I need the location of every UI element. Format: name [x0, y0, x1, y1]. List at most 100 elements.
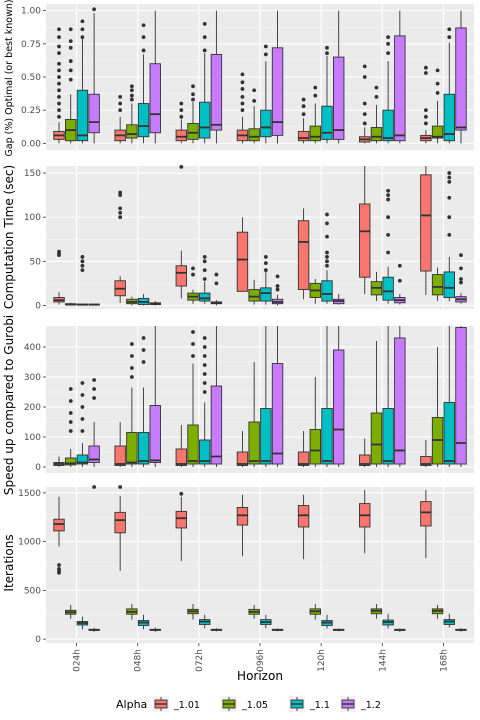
outlier-point	[313, 85, 318, 90]
y-tick-label: 0.00	[21, 139, 41, 149]
outlier-point	[240, 87, 245, 91]
box-body	[382, 109, 394, 142]
panel-3: 0 100 200 300 400	[24, 326, 474, 473]
y-tick-label: 0.75	[21, 40, 41, 50]
box-168h-_1.01	[420, 440, 432, 467]
outlier-point	[202, 381, 207, 385]
box-body	[175, 265, 188, 287]
box-body	[297, 451, 310, 466]
x-tick-label: 168h	[439, 649, 449, 672]
box-096h-_1.1	[260, 255, 272, 305]
outlier-point	[68, 420, 73, 424]
outlier-point	[191, 342, 195, 346]
box-072h-_1.1	[199, 22, 211, 144]
panel-2: 0 50 100 150	[24, 164, 474, 311]
box-body	[199, 101, 211, 139]
box-048h-_1.05	[126, 342, 138, 467]
outlier-point	[275, 274, 280, 279]
box-144h-_1.05	[370, 271, 383, 302]
box-168h-_1.2	[455, 253, 467, 304]
outlier-point	[118, 108, 123, 113]
box-144h-_1.2	[394, 10, 406, 144]
x-axis-title: Horizon	[237, 669, 283, 683]
box-120h-_1.1	[321, 45, 333, 144]
outlier-point	[386, 41, 391, 46]
outlier-point	[447, 215, 452, 220]
box-body	[309, 125, 321, 142]
outlier-point	[57, 101, 61, 106]
box-168h-_1.1	[443, 27, 455, 144]
box-body	[420, 501, 432, 527]
box-body	[137, 103, 150, 138]
box-body	[149, 63, 161, 134]
outlier-point	[325, 263, 329, 268]
box-096h-_1.2	[271, 326, 284, 467]
outlier-point	[57, 35, 61, 40]
outlier-point	[423, 114, 428, 119]
box-168h-_1.1	[443, 326, 455, 467]
box-body	[359, 203, 371, 278]
box-body	[321, 280, 333, 302]
box-168h-_1.2	[455, 10, 467, 144]
box-024h-_1.05	[65, 604, 77, 619]
box-072h-_1.05	[187, 604, 199, 620]
box-096h-_1.2	[271, 274, 284, 306]
outlier-point	[386, 232, 391, 237]
outlier-point	[118, 101, 123, 106]
box-body	[260, 109, 272, 138]
box-body	[76, 89, 89, 142]
box-120h-_1.01	[297, 208, 310, 300]
outlier-point	[240, 101, 245, 106]
box-024h-_1.05	[65, 387, 77, 467]
box-024h-_1.05	[65, 302, 77, 306]
y-tick-label: 0	[35, 635, 41, 645]
panel-4: 0 500 1000 1500	[18, 485, 474, 645]
box-168h-_1.05	[431, 347, 444, 467]
box-048h-_1.2	[149, 627, 161, 632]
outlier-point	[118, 193, 123, 198]
outlier-point	[435, 91, 440, 95]
y-tick-label: 100	[24, 213, 41, 223]
box-168h-_1.05	[431, 267, 444, 302]
box-144h-_1.01	[359, 166, 371, 294]
box-body	[175, 448, 188, 466]
box-body	[297, 220, 310, 291]
box-body	[455, 27, 467, 131]
outlier-point	[374, 95, 379, 99]
outlier-point	[447, 232, 452, 237]
outlier-point	[325, 221, 329, 226]
outlier-point	[141, 348, 146, 352]
outlier-point	[313, 93, 318, 98]
outlier-point	[202, 22, 207, 26]
outlier-point	[118, 210, 123, 215]
box-body	[149, 405, 161, 463]
box-072h-_1.2	[210, 10, 223, 144]
outlier-point	[118, 95, 123, 99]
box-024h-_1.01	[53, 456, 65, 467]
outlier-point	[57, 44, 61, 49]
box-body	[455, 327, 467, 465]
box-048h-_1.1	[137, 614, 150, 630]
outlier-point	[447, 179, 452, 184]
box-body	[137, 432, 150, 465]
box-144h-_1.1	[382, 326, 394, 467]
box-body	[187, 424, 199, 465]
x-tick-label: 048h	[134, 649, 144, 672]
box-096h-_1.01	[236, 431, 249, 467]
outlier-point	[92, 485, 97, 489]
outlier-point	[325, 234, 329, 239]
box-048h-_1.05	[126, 84, 138, 144]
outlier-point	[57, 68, 61, 73]
box-body	[332, 56, 345, 140]
outlier-point	[191, 272, 195, 277]
box-144h-_1.1	[382, 188, 394, 304]
box-144h-_1.2	[394, 263, 406, 305]
box-096h-_1.01	[236, 217, 249, 292]
outlier-point	[129, 366, 134, 370]
box-body	[187, 123, 199, 140]
legend-label: _1.1	[309, 700, 330, 711]
box-072h-_1.01	[175, 164, 188, 299]
y-tick-label: 0.25	[21, 106, 41, 116]
outlier-point	[202, 268, 207, 273]
box-144h-_1.05	[370, 341, 383, 467]
